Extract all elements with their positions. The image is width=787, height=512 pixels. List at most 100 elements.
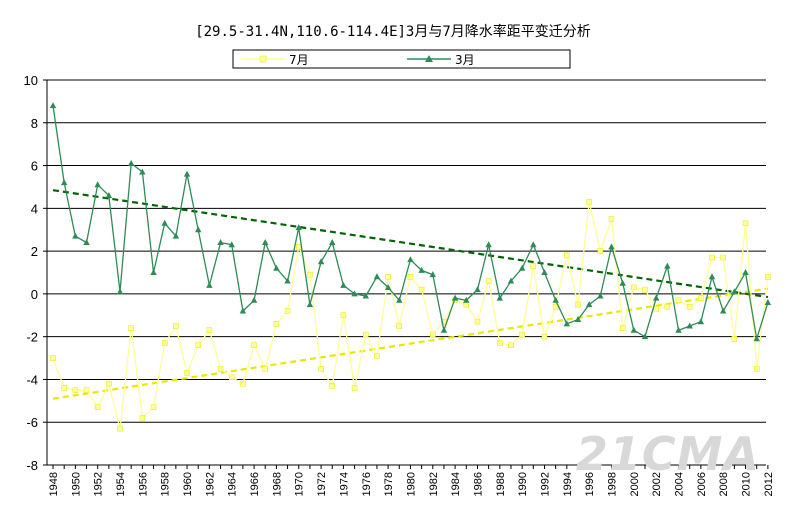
data-point-march [295,224,302,231]
data-point-march [518,264,526,271]
data-point-july [307,271,313,278]
data-point-july [50,355,56,361]
x-tick-label: 1986 [472,472,484,496]
x-tick-label: 1972 [316,472,328,496]
data-point-march [172,232,180,239]
legend-marker-july [259,55,267,63]
x-tick-label: 1992 [539,472,551,496]
data-point-july [664,303,671,310]
data-point-july [273,321,280,327]
data-point-july [564,252,570,259]
data-point-july [619,325,626,331]
data-point-march [384,283,392,290]
data-point-march [574,316,582,323]
data-point-march [440,326,448,333]
x-tick-label: 1980 [405,472,417,496]
data-point-july [742,220,749,227]
x-tick-label: 1968 [271,472,283,496]
data-point-july [106,380,112,387]
x-tick-label: 1964 [227,472,239,496]
legend-label-july: 7月 [289,53,309,67]
data-point-march [720,307,727,314]
data-point-july [430,331,436,338]
data-point-july [765,274,771,280]
y-tick-label: 8 [31,116,38,131]
data-point-march [116,288,124,295]
x-tick-label: 1970 [294,472,306,496]
data-point-july [329,383,335,389]
data-point-march [273,264,280,271]
trendline-march [52,189,769,299]
data-point-july [195,342,201,348]
data-point-july [519,331,525,338]
x-tick-label: 1988 [495,472,507,496]
data-point-july [173,323,179,329]
x-tick-label: 1960 [182,472,194,496]
data-point-march [708,273,716,280]
data-point-july [485,278,492,284]
data-point-march [641,333,649,340]
data-point-july [418,286,425,293]
x-tick-label: 1956 [137,472,149,496]
data-point-july [351,385,358,391]
data-point-march [105,192,113,198]
y-tick-label: -4 [26,372,38,387]
x-tick-label: 1996 [584,472,596,496]
data-point-march [407,256,414,263]
x-tick-label: 1976 [361,472,373,496]
data-point-march [619,279,626,286]
data-point-march [340,281,347,288]
data-point-july [363,331,369,338]
data-point-march [49,102,57,109]
x-tick-label: 2000 [629,472,641,496]
data-point-july [340,312,347,319]
data-point-march [764,298,772,305]
data-point-july [374,353,380,359]
data-point-march [731,288,738,295]
legend-box [232,49,571,69]
x-tick-label: 2008 [718,472,730,496]
x-tick-label: 2012 [763,472,775,496]
data-point-july [94,404,101,410]
data-point-march [362,292,369,299]
data-point-march [485,241,492,248]
data-point-march [396,296,403,303]
y-tick-label: -6 [26,415,38,430]
data-point-july [407,274,414,280]
data-point-march [139,168,146,175]
data-point-march [630,326,638,333]
data-point-july [631,284,637,291]
data-point-march [429,271,436,278]
data-point-march [585,301,593,308]
data-point-march [541,269,548,275]
data-point-july [709,254,715,261]
data-point-july [161,340,168,346]
data-point-july [184,370,190,376]
data-point-march [317,258,325,265]
data-point-july [575,301,581,308]
x-tick-label: 1984 [450,472,462,496]
data-point-july [61,385,67,391]
data-point-july [385,274,391,280]
data-point-july [530,263,537,269]
x-tick-label: 1952 [93,472,105,496]
data-point-march [608,243,615,250]
data-point-march [83,239,90,246]
x-axis-ticks: 1948 1950 1952 1954 1956 1958 1960 1962 1964 1966… [48,465,775,496]
x-tick-label: 1994 [562,472,574,496]
legend: 7月 3月 [232,49,571,69]
x-tick-label: 2004 [674,472,686,496]
data-point-july [720,254,726,261]
data-point-march [329,239,336,246]
data-point-march [463,296,470,303]
data-point-july [474,318,481,325]
data-point-july [318,366,324,372]
data-point-july [206,327,213,333]
x-tick-label: 1948 [48,472,60,496]
legend-label-march: 3月 [455,53,475,67]
y-axis-ticks: 10 8 6 4 2 0 -2 -4 -6 -8 [24,73,47,473]
data-point-july [284,308,291,314]
data-point-july [117,425,123,432]
data-point-july [217,366,224,372]
